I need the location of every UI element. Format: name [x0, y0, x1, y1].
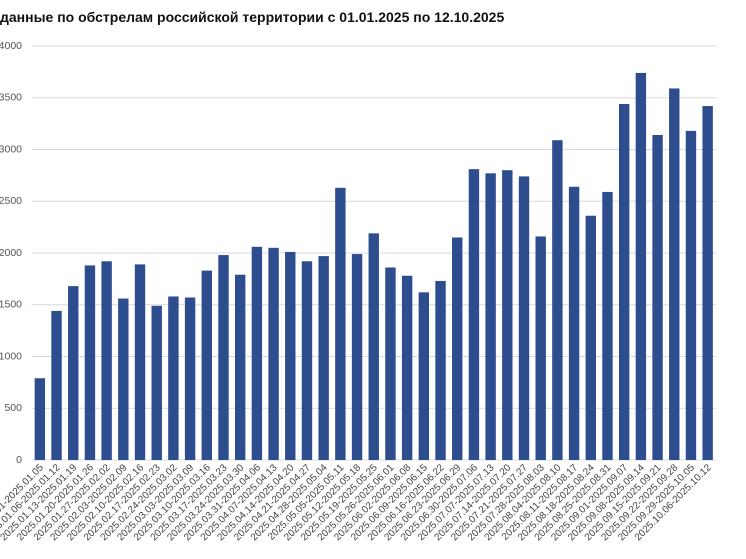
y-tick-label: 3000	[0, 143, 22, 155]
bar	[301, 261, 313, 460]
bar	[568, 186, 580, 460]
bar	[452, 237, 463, 460]
bar	[685, 130, 697, 460]
bar	[635, 72, 647, 460]
bar	[168, 296, 179, 460]
bar	[435, 280, 446, 460]
bar	[268, 247, 279, 460]
y-tick-label: 500	[4, 402, 22, 414]
bar	[518, 176, 530, 460]
bar	[251, 246, 263, 460]
bar	[485, 173, 496, 460]
y-tick-label: 2500	[0, 195, 22, 207]
bar	[201, 270, 212, 460]
bar	[535, 236, 546, 460]
bar	[351, 254, 363, 460]
y-tick-label: 1500	[0, 299, 22, 311]
y-tick-label: 2000	[0, 247, 22, 259]
bar	[68, 286, 79, 460]
bar	[385, 267, 396, 460]
y-tick-label: 3500	[0, 92, 22, 104]
bar	[51, 310, 62, 460]
bar	[552, 140, 563, 460]
bar	[652, 135, 663, 460]
y-tick-label: 4000	[0, 40, 22, 52]
bar	[468, 169, 480, 461]
bar	[184, 297, 196, 460]
bar	[418, 292, 430, 460]
bar	[234, 274, 246, 460]
bar	[118, 298, 129, 460]
y-tick-label: 0	[16, 454, 22, 466]
bar	[335, 187, 346, 461]
chart-title: данные по обстрелам российской территори…	[0, 9, 504, 25]
bar	[134, 264, 146, 460]
bar	[34, 378, 46, 460]
bar	[285, 251, 296, 460]
bar	[602, 191, 613, 460]
bar	[618, 103, 630, 461]
bar	[218, 255, 229, 460]
bar	[151, 305, 162, 460]
y-tick-label: 1000	[0, 350, 22, 362]
bar	[318, 256, 329, 460]
bar	[702, 106, 713, 460]
bar	[585, 215, 596, 460]
bar	[368, 233, 379, 460]
bar	[84, 265, 96, 460]
bar	[502, 170, 513, 460]
bar	[401, 275, 413, 460]
bar	[101, 261, 112, 460]
bar	[669, 88, 680, 460]
